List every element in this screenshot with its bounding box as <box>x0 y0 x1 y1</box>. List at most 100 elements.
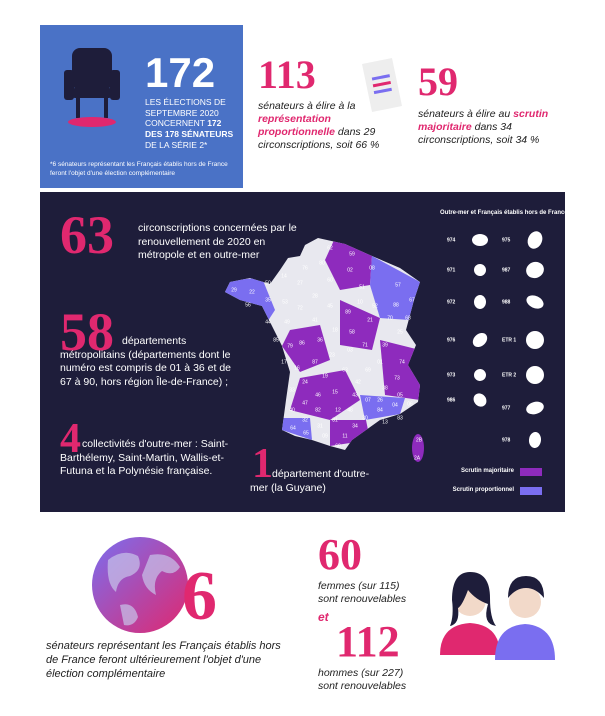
map-label: 50 <box>265 280 271 286</box>
map-label: 05 <box>397 392 403 398</box>
map-label: 85 <box>273 337 279 343</box>
map-label: 67 <box>409 297 415 303</box>
map-label: 26 <box>377 397 383 403</box>
summary-number: 172 <box>145 49 216 96</box>
map-label: 86 <box>299 340 305 346</box>
map-label: 46 <box>315 392 321 398</box>
map-label: 02 <box>347 267 353 273</box>
territory-icon <box>472 333 488 347</box>
map-label: 21 <box>367 317 373 323</box>
map-label: 48 <box>347 407 353 413</box>
overseas-code: 975 <box>502 237 511 243</box>
overseas-code: 987 <box>502 267 511 273</box>
map-label: 45 <box>327 303 333 309</box>
text-bold: 172 DES 178 SÉNATEURS <box>145 118 234 139</box>
text: sénateurs à élire à la représentation pr… <box>258 100 408 153</box>
map-label: 52 <box>372 303 378 309</box>
text: circonscriptions concernées par le renou… <box>138 222 297 262</box>
map-label: 79 <box>287 343 293 349</box>
map-label: 72 <box>297 305 303 311</box>
map-label: 15 <box>332 389 338 395</box>
map-label: 30 <box>362 415 368 421</box>
territory-icon <box>526 261 544 279</box>
map-label: 03 <box>347 347 353 353</box>
overseas-code: 973 <box>447 372 456 378</box>
territory-icon <box>473 369 486 381</box>
territory-icon <box>473 393 487 407</box>
map-label: 04 <box>392 402 398 408</box>
map-label: 29 <box>231 287 237 293</box>
map-label: 33 <box>289 387 295 393</box>
overseas-code: ETR 1 <box>502 337 516 343</box>
overseas-code: 972 <box>447 299 456 305</box>
highlight: scrutin majoritaire <box>418 108 549 134</box>
map-label: 24 <box>302 379 308 385</box>
map-label: 83 <box>397 415 403 421</box>
overseas-title: Outre-mer et Français établis hors de Fr… <box>440 210 568 216</box>
number: 63 <box>60 205 114 265</box>
map-label: 42 <box>355 379 361 385</box>
map-label: 34 <box>352 423 358 429</box>
legend-swatch <box>520 487 542 495</box>
map-label: 76 <box>302 265 308 271</box>
map-label: 28 <box>312 293 318 299</box>
map-label: 07 <box>365 397 371 403</box>
territory-icon <box>526 295 544 309</box>
number: 59 <box>418 59 458 104</box>
map-label: 63 <box>342 367 348 373</box>
overseas-code: 988 <box>502 299 511 305</box>
globe-icon <box>92 537 188 633</box>
legend-swatch <box>520 468 542 476</box>
chair-icon <box>64 48 120 127</box>
number: 113 <box>258 52 316 97</box>
text: hommes (sur 227) sont renouvelables <box>318 667 407 693</box>
map-label: 19 <box>322 373 328 379</box>
map-label: 62 <box>327 245 333 251</box>
text: DE LA SÉRIE 2* <box>145 139 208 150</box>
map-label: 36 <box>317 337 323 343</box>
map-label: 68 <box>405 315 411 321</box>
overseas-code: 986 <box>447 397 456 403</box>
map-label: 49 <box>284 319 290 325</box>
overseas-code: 974 <box>447 237 456 243</box>
globe-icon <box>526 366 544 384</box>
map-label: 01 <box>377 359 383 365</box>
map-label: 31 <box>317 423 323 429</box>
map-label: 25 <box>397 329 403 335</box>
map-label: 47 <box>302 400 308 406</box>
map-label: 80 <box>319 260 325 266</box>
map-label: 43 <box>352 392 358 398</box>
territory-icon <box>526 401 544 415</box>
map-label: 22 <box>249 289 255 295</box>
summary-text: LES ÉLECTIONS DE SEPTEMBRE 2020 CONCERNE… <box>145 97 240 150</box>
text: collectivités d'outre-mer : Saint-Barthé… <box>60 438 229 478</box>
number: 58 <box>60 302 114 362</box>
text: femmes (sur 115) sont renouvelables <box>318 580 407 606</box>
number: 4 <box>60 416 81 462</box>
text: départements métropolitains (département… <box>60 335 232 388</box>
number: 112 <box>336 617 400 666</box>
overseas-code: 976 <box>447 337 456 343</box>
territory-icon <box>472 234 488 246</box>
map-label: 59 <box>349 251 355 257</box>
map-label: 60 <box>327 277 333 283</box>
joiner: et <box>318 610 329 624</box>
map-label: 35 <box>265 297 271 303</box>
map-label: 73 <box>394 375 400 381</box>
map-label: 08 <box>369 265 375 271</box>
globe-icon <box>526 331 544 349</box>
territory-icon <box>528 432 542 448</box>
map-label: 65 <box>303 430 309 436</box>
text: sénateurs représentant les Français étab… <box>46 640 281 680</box>
map-label: 2A <box>414 455 421 461</box>
map-label: 14 <box>281 273 287 279</box>
map-label: 44 <box>265 319 271 325</box>
map-label: 88 <box>393 302 399 308</box>
overseas-code: 971 <box>447 267 456 273</box>
map-label: 2B <box>416 437 423 443</box>
map-label: 51 <box>359 284 365 290</box>
map-label: 10 <box>357 299 363 305</box>
map-label: 66 <box>335 443 341 449</box>
